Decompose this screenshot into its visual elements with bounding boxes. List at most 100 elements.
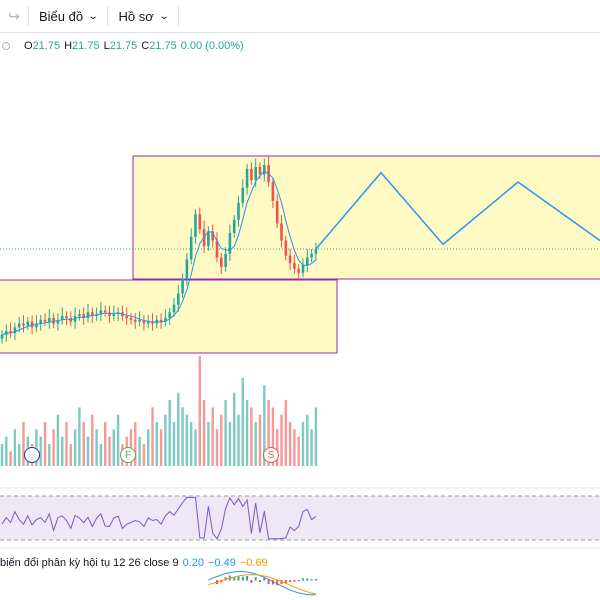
candle-body (56, 319, 60, 324)
volume-bar (134, 422, 137, 466)
zone-box-upper (132, 155, 600, 280)
volume-bar (215, 429, 219, 466)
candle-body (30, 321, 34, 328)
chart-menu-button[interactable]: Biểu đồ ⌄ (29, 0, 107, 32)
candle-body (78, 314, 81, 317)
high-label: H (64, 40, 73, 52)
macd-histogram-bar (259, 580, 261, 583)
volume-bar (254, 422, 257, 466)
volume-bar (202, 400, 206, 466)
candle-body (181, 278, 184, 294)
candle-body (280, 223, 283, 241)
volume-bar (310, 429, 313, 466)
volume-bar (293, 429, 296, 466)
macd-histogram-bar (237, 576, 240, 581)
volume-bar (73, 429, 77, 466)
volume-bar (48, 444, 51, 466)
moving-average-line (1, 170, 317, 336)
macd-histogram-bar (224, 577, 227, 581)
volume-bar (95, 429, 98, 466)
macd-histogram-bar (310, 579, 313, 581)
change-value: 0.00 (0.00%) (180, 40, 244, 52)
volume-bar (276, 429, 279, 466)
volume-bar (207, 422, 210, 466)
volume-bar (297, 436, 300, 466)
candle-body (168, 312, 171, 318)
volume-bar (241, 378, 244, 466)
candle-body (297, 268, 300, 273)
macd-histogram-bar (297, 580, 300, 582)
volume-bar (190, 422, 193, 466)
histogram-value: −0.69 (239, 557, 268, 569)
profile-menu-label: Hồ sơ (118, 8, 154, 24)
volume-bar (258, 414, 262, 466)
volume-bar (155, 422, 158, 466)
candle-body (220, 257, 223, 267)
candle-body (228, 233, 232, 254)
event-marker-split[interactable]: S (263, 447, 279, 463)
signal-line (208, 574, 317, 595)
volume-bar (168, 400, 171, 466)
volume-bar (267, 400, 270, 466)
candle-body (254, 166, 257, 181)
macd-histogram-bar (246, 576, 249, 581)
rsi-band (0, 496, 600, 540)
toolbar-divider (178, 6, 180, 26)
volume-bar (185, 414, 189, 466)
candle-body (172, 304, 176, 313)
volume-bar (13, 429, 17, 466)
volume-bar (104, 422, 107, 466)
candle-body (207, 231, 210, 247)
candle-body (138, 319, 141, 322)
candle-body (151, 321, 154, 324)
close-value: 21.75 (149, 40, 177, 52)
candle-body (306, 257, 309, 266)
volume-bar (194, 429, 197, 466)
candle-body (39, 319, 42, 324)
high-value: 21.75 (72, 40, 100, 52)
volume-bar (280, 414, 283, 466)
candle-body (146, 321, 150, 324)
candle-body (177, 293, 180, 305)
marker-letter: S (267, 449, 275, 461)
candle-body (215, 240, 219, 258)
volume-bar (65, 422, 68, 466)
candle-body (129, 317, 133, 320)
candle-body (112, 314, 116, 317)
volume-bar (39, 436, 42, 466)
macd-line (208, 571, 316, 596)
candle-body (159, 319, 163, 322)
macd-histogram-bar (263, 578, 266, 581)
volume-bar (91, 414, 94, 466)
macd-histogram-bar (314, 579, 317, 581)
volume-bar (0, 444, 4, 466)
ohlc-legend: O21.75 H21.75 L21.75 C21.75 0.00 (0.00%) (0, 38, 244, 54)
volume-bar (164, 414, 167, 466)
profile-menu-button[interactable]: Hồ sơ ⌄ (108, 0, 178, 32)
candle-body (91, 312, 94, 317)
candle-body (17, 323, 21, 328)
volume-bar (142, 444, 146, 466)
volume-bar (69, 444, 72, 466)
volume-bar (288, 422, 292, 466)
volume-bar (233, 392, 236, 466)
event-marker-dividend[interactable] (24, 447, 40, 463)
event-marker-financial[interactable]: F (120, 447, 136, 463)
macd-histogram-bar (306, 578, 309, 581)
candle-body (48, 317, 51, 322)
legend-toggle-icon[interactable] (2, 42, 10, 50)
volume-bar (172, 422, 176, 466)
redo-icon[interactable]: ↪ (8, 7, 20, 24)
candle-body (60, 316, 64, 320)
volume-bar (198, 356, 201, 466)
candle-body (82, 314, 85, 318)
candle-body (263, 165, 266, 175)
candle-body (301, 265, 305, 273)
candle-body (288, 255, 292, 264)
volume-bar (245, 400, 249, 466)
volume-bar (271, 407, 275, 466)
volume-bar (228, 422, 232, 466)
volume-bar (306, 414, 309, 466)
volume-bar (211, 407, 214, 466)
